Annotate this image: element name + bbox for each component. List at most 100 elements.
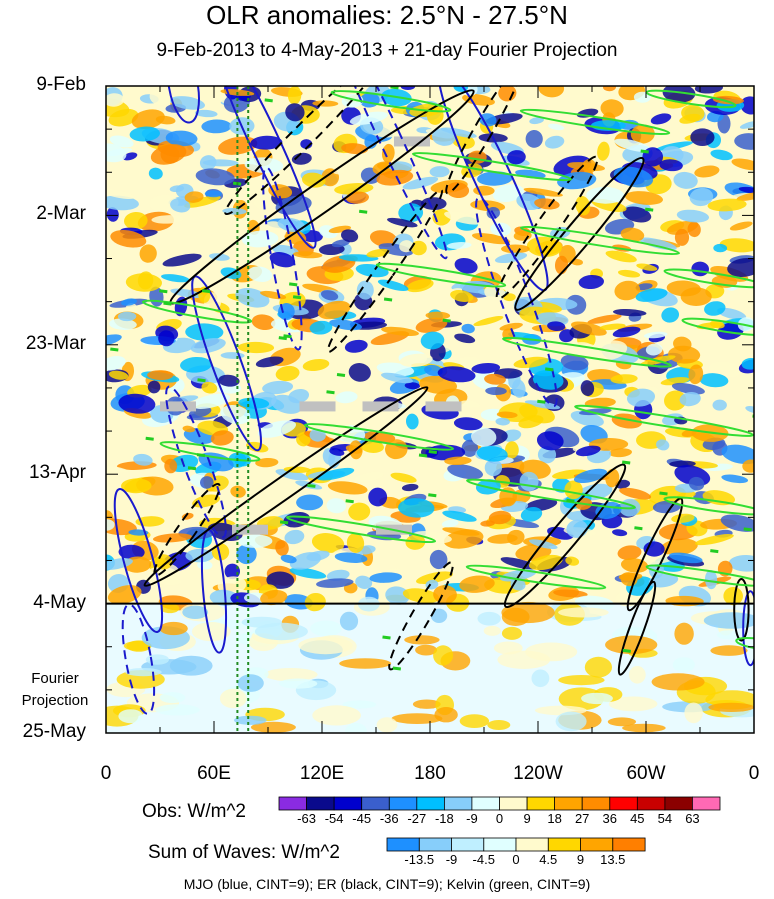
obs-anomaly-cell (523, 187, 563, 197)
obs-anomaly-cell (399, 353, 433, 367)
projection-anomaly-cell (477, 611, 501, 626)
obs-anomaly-cell (537, 446, 557, 464)
obs-anomaly-cell (158, 330, 175, 347)
obs-colorbar-tick-label: 9 (523, 811, 531, 826)
waves-colorbar-tick-label: -13.5 (404, 852, 435, 867)
kelvin-fragment (545, 367, 554, 372)
obs-anomaly-cell (721, 474, 749, 484)
obs-anomaly-cell (421, 197, 447, 211)
obs-anomaly-cell (741, 357, 754, 370)
waves-colorbar-swatch (451, 837, 485, 852)
obs-anomaly-cell (487, 534, 518, 544)
obs-anomaly-cell (327, 481, 368, 495)
obs-anomaly-cell (661, 307, 680, 323)
obs-anomaly-cell (461, 323, 475, 334)
obs-anomaly-cell (633, 91, 651, 103)
obs-colorbar-swatch (664, 796, 693, 811)
obs-anomaly-cell (453, 417, 483, 431)
obs-anomaly-cell (620, 227, 645, 242)
projection-anomaly-cell (605, 635, 658, 655)
obs-anomaly-cell (636, 263, 658, 271)
obs-anomaly-cell (548, 123, 565, 131)
obs-anomaly-cell (575, 195, 591, 216)
projection-anomaly-cell (607, 717, 637, 727)
waves-colorbar-swatch (515, 837, 549, 852)
obs-anomaly-cell (415, 317, 448, 333)
obs-colorbar (278, 796, 721, 811)
obs-anomaly-cell (184, 191, 204, 203)
er-contour (495, 155, 599, 300)
obs-anomaly-cell (656, 439, 670, 451)
kelvin-fragment (537, 399, 546, 404)
obs-anomaly-cell (106, 207, 119, 222)
kelvin-fragment (428, 450, 437, 454)
obs-anomaly-cell (516, 193, 542, 211)
kelvin-contour (412, 152, 572, 182)
obs-anomaly-cell (184, 195, 221, 208)
kelvin-contour (330, 90, 452, 113)
obs-colorbar-tick-label: -54 (324, 811, 344, 826)
obs-anomaly-cell (529, 539, 558, 550)
obs-anomaly-cell (334, 552, 368, 563)
obs-anomaly-cell (720, 514, 754, 532)
waves-colorbar-swatch (580, 837, 614, 852)
obs-anomaly-cell (170, 198, 191, 213)
obs-anomaly-cell (269, 252, 296, 268)
obs-anomaly-cell (442, 510, 477, 522)
obs-anomaly-cell (169, 96, 206, 110)
projection-anomaly-cell (191, 622, 231, 642)
obs-anomaly-cell (429, 549, 448, 570)
obs-anomaly-cell (106, 93, 125, 107)
er-contour (514, 156, 645, 311)
obs-anomaly-cell (285, 103, 305, 122)
chart-subtitle: 9-Feb-2013 to 4-May-2013 + 21-day Fourie… (156, 40, 618, 61)
x-tick-label: 0 (100, 763, 112, 784)
obs-anomaly-cell (108, 370, 129, 380)
projection-anomaly-cell (264, 668, 318, 682)
obs-anomaly-cell (182, 425, 196, 433)
obs-anomaly-cell (575, 445, 601, 457)
obs-anomaly-cell (485, 386, 507, 396)
obs-anomaly-cell (520, 507, 543, 522)
obs-anomaly-cell (385, 586, 410, 605)
obs-colorbar-swatch (609, 796, 638, 811)
projection-anomaly-cell (555, 711, 587, 732)
y-tick-label: 25-May (22, 721, 86, 742)
kelvin-fragment (197, 378, 206, 383)
obs-anomaly-cell (429, 166, 450, 178)
obs-anomaly-cell (484, 373, 506, 385)
obs-anomaly-cell (736, 191, 754, 202)
waves-colorbar-tick-label: -9 (445, 852, 458, 867)
obs-anomaly-cell (329, 448, 345, 456)
projection-anomaly-cell (558, 675, 605, 686)
er-contour (626, 497, 684, 612)
obs-anomaly-cell (702, 490, 736, 506)
obs-anomaly-cell (250, 135, 283, 150)
projection-anomaly-cell (237, 674, 264, 692)
obs-anomaly-cell (680, 287, 712, 307)
obs-anomaly-cell (220, 405, 251, 425)
obs-anomaly-cell (304, 592, 326, 612)
waves-colorbar-title: Sum of Waves: W/m^2 (148, 842, 340, 863)
obs-colorbar-swatch (333, 796, 363, 811)
obs-anomaly-cell (507, 150, 526, 165)
obs-anomaly-cell (460, 400, 481, 408)
obs-colorbar-tick-label: 63 (685, 811, 700, 826)
projection-anomaly-cell (159, 621, 188, 636)
projection-anomaly-cell (169, 655, 213, 676)
obs-anomaly-cell (443, 529, 484, 549)
obs-anomaly-cell (387, 217, 418, 228)
obs-anomaly-cell (289, 567, 327, 579)
obs-anomaly-cell (630, 124, 655, 144)
projection-anomaly-cell (703, 612, 754, 629)
obs-anomaly-cell (471, 363, 501, 374)
obs-anomaly-cell (117, 311, 137, 322)
projection-anomaly-cell (674, 622, 694, 645)
obs-anomaly-cell (729, 221, 753, 231)
obs-anomaly-cell (246, 441, 269, 453)
obs-anomaly-cell (398, 498, 435, 518)
obs-anomaly-cell (106, 464, 129, 473)
obs-anomaly-cell (131, 109, 165, 130)
obs-anomaly-cell (529, 117, 544, 125)
